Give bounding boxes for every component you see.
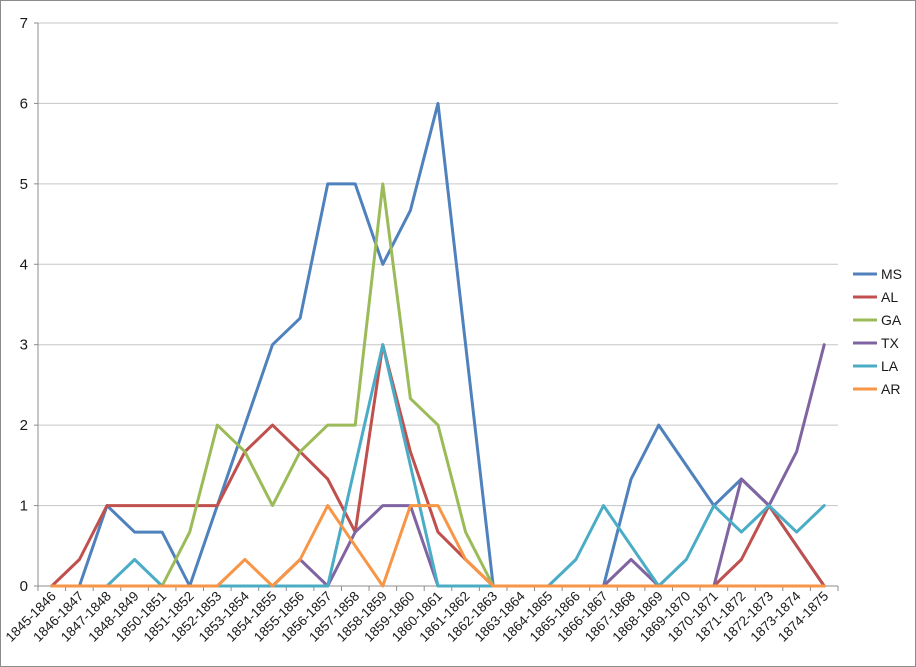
- y-axis-label-4: 4: [20, 256, 28, 273]
- series-line-TX: [50, 343, 826, 588]
- legend-item-MS: MS: [853, 266, 902, 282]
- series-line-GA: [50, 182, 826, 588]
- y-axis-label-1: 1: [20, 498, 28, 515]
- legend-item-TX: TX: [853, 335, 900, 351]
- legend-label-TX: TX: [881, 335, 900, 351]
- y-axis-label-5: 5: [20, 176, 28, 193]
- y-axis-label-2: 2: [20, 417, 28, 434]
- y-axis-label-0: 0: [20, 578, 28, 595]
- legend-item-AR: AR: [853, 381, 900, 397]
- legend-label-MS: MS: [881, 266, 902, 282]
- legend-item-LA: LA: [853, 358, 899, 374]
- legend-label-AL: AL: [881, 289, 898, 305]
- series-line-AR: [50, 504, 826, 588]
- legend-label-AR: AR: [881, 381, 900, 397]
- legend-label-GA: GA: [881, 312, 902, 328]
- y-axis-label-6: 6: [20, 95, 28, 112]
- series-line-AL: [50, 343, 826, 588]
- legend-item-AL: AL: [853, 289, 898, 305]
- y-axis-label-3: 3: [20, 337, 28, 354]
- legend-item-GA: GA: [853, 312, 902, 328]
- series-line-MS: [50, 101, 826, 588]
- legend-label-LA: LA: [881, 358, 899, 374]
- y-axis-label-7: 7: [20, 15, 28, 32]
- series-line-LA: [50, 343, 826, 588]
